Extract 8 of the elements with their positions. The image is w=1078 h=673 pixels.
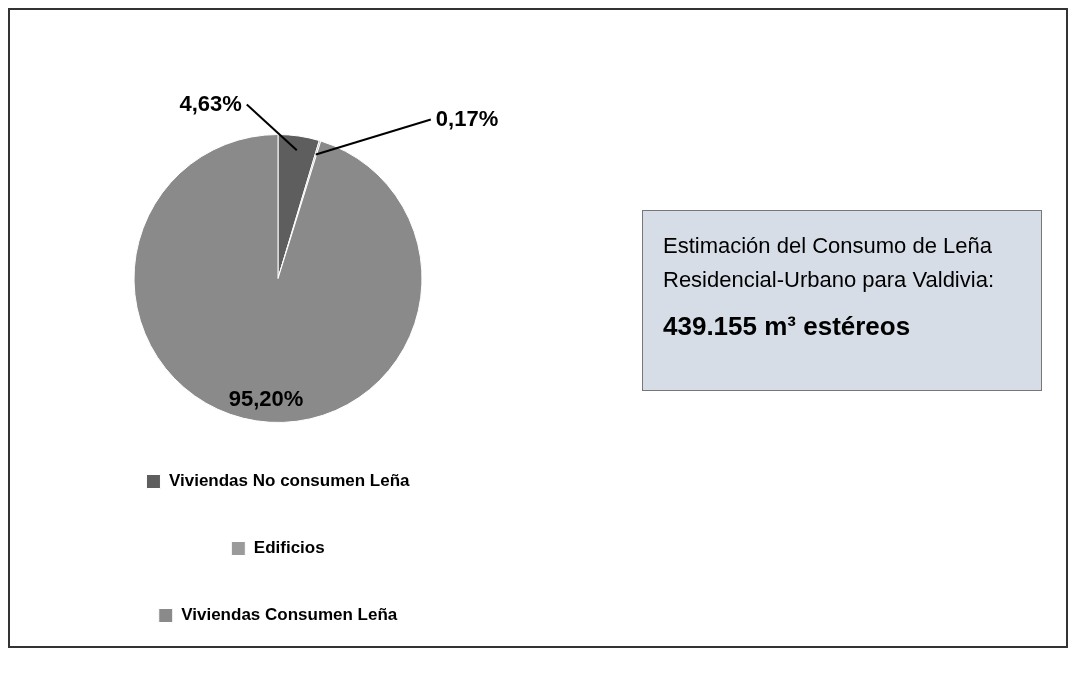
legend-label: Viviendas Consumen Leña	[181, 605, 398, 625]
legend-label: Edificios	[253, 538, 325, 558]
text: Estimación del Consumo de Leña Residencial-Urbano para Valdivia:	[663, 232, 995, 294]
data-label: 0,17%	[435, 105, 499, 131]
data-label: 95,20%	[228, 386, 304, 412]
legend-label: Viviendas No consumen Leña	[168, 471, 411, 491]
text: 439.155 m³ estéreos	[663, 311, 912, 343]
data-label: 4,63%	[179, 90, 242, 116]
